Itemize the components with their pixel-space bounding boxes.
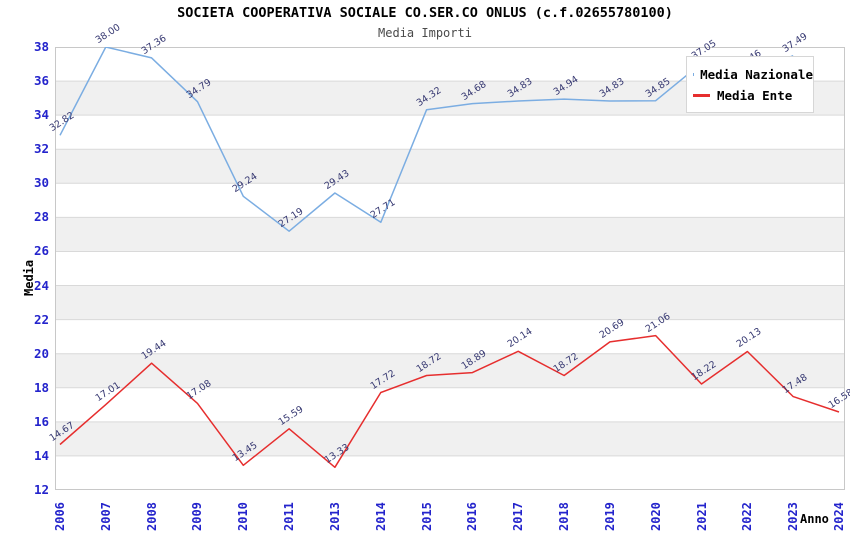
chart-subtitle: Media Importi [378, 26, 472, 40]
x-tick-label: 2016 [465, 502, 480, 531]
x-tick-label: 2006 [53, 502, 67, 531]
y-tick-34: 34 [33, 107, 49, 123]
x-tick-label: 2020 [648, 502, 663, 531]
y-tick-22: 22 [33, 311, 49, 327]
y-tick-12: 12 [33, 482, 49, 497]
legend-label: Media Nazionale [700, 66, 813, 82]
y-tick-18: 18 [33, 379, 49, 395]
y-tick-32: 32 [33, 141, 49, 157]
y-tick-36: 36 [33, 73, 49, 89]
y-axis-title: Media [22, 259, 36, 296]
band-30-32 [55, 149, 845, 184]
x-tick-label: 2022 [740, 502, 755, 531]
x-tick-label: 2019 [602, 502, 617, 531]
band-18-20 [55, 353, 845, 388]
x-axis-title: Anno [800, 512, 829, 526]
line-media-nazionale [59, 47, 794, 232]
y-tick-20: 20 [33, 345, 49, 361]
band-14-16 [55, 421, 845, 456]
y-tick-24: 24 [33, 277, 49, 293]
line-media-ente [59, 334, 840, 469]
y-tick-16: 16 [33, 413, 49, 429]
x-tick-label: 2014 [373, 502, 388, 531]
legend-item-media-nazionale: Media Nazionale [693, 67, 813, 82]
plot-border [55, 47, 845, 490]
y-tick-26: 26 [33, 243, 49, 259]
band-26-28 [55, 217, 845, 252]
plot-area [55, 47, 845, 490]
y-tick-38: 38 [33, 39, 49, 54]
legend: Media Nazionale Media Ente [686, 56, 814, 113]
x-tick-label: 2018 [557, 502, 572, 531]
x-tick-label: 2010 [236, 502, 251, 531]
x-tick-label: 2011 [282, 502, 297, 531]
x-tick-label: 2008 [144, 502, 159, 531]
band-22-24 [55, 285, 845, 320]
x-tick-label: 2023 [786, 502, 801, 531]
legend-item-media-ente: Media Ente [693, 88, 813, 103]
x-tick-label: 2007 [98, 502, 113, 531]
legend-line-icon [693, 93, 710, 97]
x-tick-label: 2021 [694, 502, 709, 531]
x-tick-label: 2017 [511, 502, 526, 531]
x-tick-label: 2024 [832, 502, 846, 531]
x-tick-label: 2013 [327, 502, 342, 531]
y-tick-14: 14 [33, 447, 49, 463]
y-tick-28: 28 [33, 209, 49, 225]
y-tick-30: 30 [33, 175, 49, 191]
x-tick-label: 2015 [419, 502, 434, 531]
x-tick-label: 2009 [190, 502, 205, 531]
legend-label: Media Ente [717, 87, 793, 103]
chart-title: SOCIETA COOPERATIVA SOCIALE CO.SER.CO ON… [177, 5, 673, 21]
